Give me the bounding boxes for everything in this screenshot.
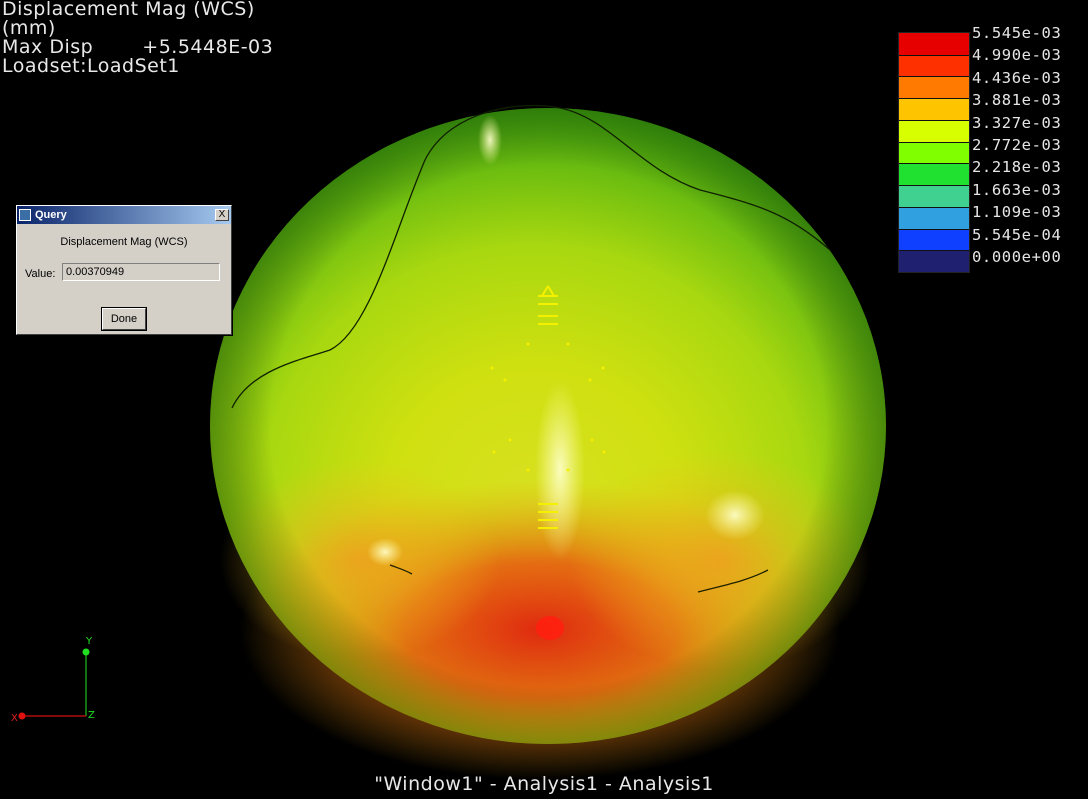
surface-highlight-right (705, 490, 765, 540)
legend-band (899, 206, 969, 230)
max-disp-value: +5.5448E-03 (142, 36, 274, 58)
legend-value-label: 2.218e-03 (972, 158, 1062, 177)
crease-line-left (389, 564, 413, 575)
query-titlebar[interactable]: Query X (17, 206, 231, 224)
query-heading: Displacement Mag (WCS) (60, 236, 188, 248)
loadset-label: Loadset:LoadSet1 (2, 55, 180, 77)
query-dialog[interactable]: Query X Displacement Mag (WCS) Value: Do… (16, 205, 232, 335)
legend-separator (899, 228, 969, 230)
legend-separator (899, 141, 969, 143)
result-title: Displacement Mag (WCS) (2, 0, 255, 20)
legend-band (899, 54, 969, 77)
legend-band (899, 33, 969, 56)
legend-value-label: 5.545e-04 (972, 225, 1062, 244)
window-caption: "Window1" - Analysis1 - Analysis1 (374, 773, 714, 795)
legend-value-label: 1.109e-03 (972, 203, 1062, 222)
legend-separator (899, 163, 969, 165)
color-legend (898, 32, 970, 273)
legend-value-label: 3.327e-03 (972, 113, 1062, 132)
legend-value-label: 2.772e-03 (972, 136, 1062, 154)
legend-value-label: 1.663e-03 (972, 180, 1062, 199)
value-field[interactable] (62, 263, 220, 281)
done-button[interactable]: Done (101, 307, 147, 331)
legend-band (899, 76, 969, 99)
legend-band (899, 98, 969, 121)
query-title: Query (35, 209, 67, 221)
axis-label-z: Z (88, 710, 96, 721)
legend-value-label: 4.436e-03 (972, 68, 1062, 87)
axis-label-x: X (11, 713, 19, 724)
result-info-block: Displacement Mag (WCS) (mm) Max Disp +5.… (2, 0, 273, 76)
legend-separator (899, 206, 969, 208)
legend-band (899, 119, 969, 143)
legend-band (899, 228, 969, 251)
axis-triad (18, 648, 90, 720)
legend-value-label: 0.000e+00 (972, 248, 1062, 266)
load-markers (490, 342, 606, 472)
constraint-symbol-top (538, 285, 558, 325)
legend-value-label: 5.545e-03 (972, 24, 1062, 42)
max-displacement-row: Max Disp +5.5448E-03 (2, 38, 273, 57)
legend-separator (899, 54, 969, 56)
close-button[interactable]: X (215, 209, 229, 221)
close-icon: X (218, 209, 226, 220)
surface-highlight-center (535, 380, 585, 560)
constraint-symbol-bottom (538, 503, 558, 529)
legend-separator (899, 185, 969, 187)
surface-highlight-left (367, 538, 403, 566)
legend-band (899, 250, 969, 273)
legend-band (899, 185, 969, 208)
result-units: (mm) (2, 17, 56, 39)
legend-separator (899, 76, 969, 78)
crease-line (697, 569, 769, 593)
dialog-app-icon (19, 209, 31, 221)
max-disp-label: Max Disp (2, 36, 94, 58)
axis-label-y: Y (86, 636, 93, 647)
legend-band (899, 163, 969, 186)
legend-separator (899, 250, 969, 252)
legend-band (899, 141, 969, 164)
value-label: Value: (25, 268, 56, 280)
legend-separator (899, 98, 969, 100)
max-displacement-spot (536, 616, 564, 640)
legend-value-label: 3.881e-03 (972, 91, 1062, 110)
surface-highlight-top (478, 115, 502, 165)
legend-separator (899, 119, 969, 121)
deformation-contour (231, 104, 831, 409)
legend-value-label: 4.990e-03 (972, 46, 1062, 65)
